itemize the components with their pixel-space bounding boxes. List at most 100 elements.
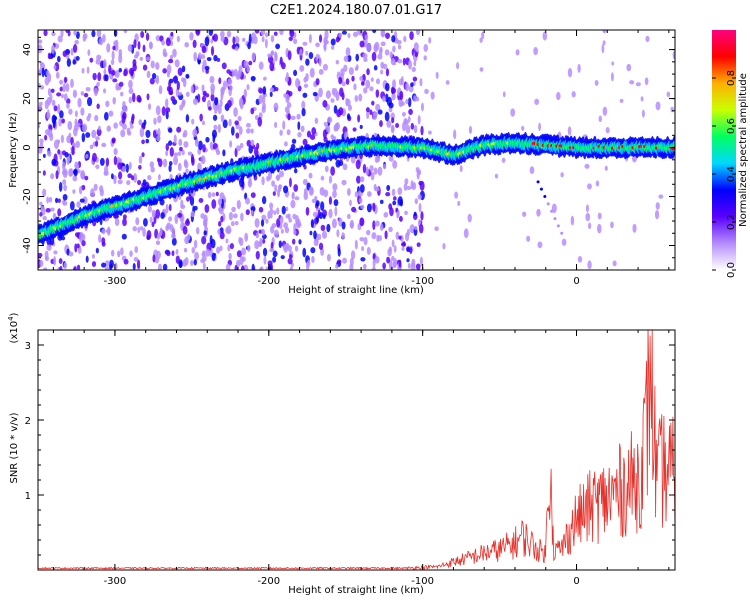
- spectrogram-cell: [220, 114, 225, 123]
- spectrogram-cell: [181, 149, 185, 156]
- spectrogram-cell: [375, 89, 380, 98]
- spectrogram-cell: [81, 184, 86, 191]
- spectrogram-cell: [68, 108, 73, 115]
- spectrogram-cell: [180, 199, 184, 208]
- spectrogram-cell: [121, 233, 127, 240]
- spectrogram-cell: [345, 47, 351, 57]
- spectrogram-cell: [284, 141, 288, 147]
- spectrogram-cell: [278, 170, 285, 178]
- spectrogram-cell: [354, 95, 359, 103]
- spectrogram-cell: [185, 114, 190, 123]
- spectrogram-cell: [341, 221, 346, 230]
- spectrogram-cell: [74, 110, 78, 118]
- spectrogram-cell: [58, 118, 62, 127]
- spectrogram-cell: [232, 213, 238, 219]
- spectrogram-cell: [346, 188, 351, 196]
- spectrogram-cell: [539, 187, 543, 191]
- spectrogram-cell: [611, 61, 615, 66]
- spectrogram-cell: [38, 69, 42, 77]
- spectrogram-cell: [276, 207, 280, 215]
- spectrogram-cell: [370, 172, 375, 181]
- spectrogram-cell: [220, 215, 224, 223]
- spectrogram-cell: [384, 49, 390, 56]
- spectrogram-cell: [114, 44, 119, 52]
- spectrogram-cell: [69, 201, 75, 211]
- spectrogram-cell: [273, 229, 279, 238]
- spectrogram-cell: [374, 186, 380, 192]
- spectrogram-cell: [308, 172, 313, 179]
- spectrogram-cell: [405, 82, 410, 92]
- spectrogram-cell: [283, 185, 289, 194]
- spectrogram-cell: [392, 260, 396, 269]
- spectrogram-cell: [434, 226, 439, 232]
- spectrogram-cell: [261, 36, 265, 43]
- spectrogram-cell: [515, 49, 520, 56]
- spectrogram-cell: [155, 62, 160, 70]
- spectrogram-cell: [402, 241, 406, 247]
- spectrogram-cell: [233, 107, 238, 117]
- spectrogram-cell: [157, 157, 160, 163]
- spectrogram-cell: [479, 37, 483, 43]
- spectrogram-cell: [310, 219, 314, 228]
- spectrogram-cell: [166, 71, 170, 78]
- spectrogram-cell: [161, 106, 166, 116]
- spectrogram-cell: [311, 127, 317, 135]
- spectrogram-cell: [346, 213, 351, 220]
- spectrogram-cell: [75, 56, 80, 61]
- spectrogram-cell: [112, 78, 118, 83]
- spectrogram-cell: [393, 61, 397, 66]
- spectrogram-cell: [384, 111, 390, 122]
- spectrogram-cell: [204, 204, 210, 213]
- spectrogram-cell: [408, 108, 413, 115]
- spectrogram-cell: [38, 39, 43, 44]
- spectrogram-cell: [255, 232, 260, 239]
- spectrogram-cell: [385, 93, 389, 103]
- spectrogram-cell: [189, 32, 194, 41]
- spectrogram-cell: [89, 57, 94, 63]
- spectrogram-cell: [463, 228, 469, 239]
- spectrogram-cell: [274, 52, 278, 62]
- spectrogram-cell: [410, 122, 415, 130]
- spectrogram-cell: [290, 143, 296, 150]
- spectrogram-cell: [248, 33, 252, 44]
- spectrogram-cell: [229, 242, 234, 250]
- spectrogram-cell: [141, 152, 145, 158]
- spectrogram-cell: [373, 132, 378, 138]
- spectrogram-cell: [258, 61, 264, 70]
- spectrogram-cell: [51, 44, 55, 54]
- spectrogram-cell: [225, 238, 229, 244]
- spectrogram-cell: [585, 204, 590, 213]
- spectrogram-cell: [217, 198, 223, 206]
- spectrogram-cell: [219, 245, 223, 252]
- spectrogram-cell: [120, 247, 124, 256]
- spectrogram-cell: [324, 165, 329, 173]
- spectrogram-cell: [417, 115, 421, 125]
- spectrogram-cell: [96, 103, 100, 110]
- spectrogram-cell: [374, 220, 380, 227]
- spectrogram-cell: [361, 81, 365, 86]
- spectrogram-cell: [291, 138, 297, 144]
- spectrogram-cell: [373, 65, 378, 71]
- spectrogram-cell: [393, 196, 397, 201]
- spectrogram-cell: [120, 91, 124, 97]
- spectrogram-cell: [175, 255, 180, 264]
- spectrogram-cell: [121, 165, 127, 172]
- spectrogram-cell: [219, 98, 223, 108]
- spectrogram-cell: [309, 134, 316, 141]
- colorbar-tick-label: 0.8: [726, 70, 737, 86]
- spectrogram-cell: [178, 91, 182, 96]
- spectrogram-cell: [108, 110, 114, 117]
- spectrogram-cell: [170, 96, 176, 102]
- spectrogram-cell: [122, 123, 127, 130]
- spectrogram-cell: [408, 59, 412, 70]
- snr-y-axis-label: SNR (10 * v/v): [9, 412, 20, 483]
- spectrogram-cell: [222, 119, 228, 129]
- spectrogram-cell: [296, 113, 301, 120]
- spectrogram-cell: [632, 223, 637, 233]
- spectrogram-cell: [181, 99, 186, 105]
- spectrogram-cell: [76, 243, 80, 249]
- spectrogram-cell: [285, 206, 289, 212]
- spectrogram-cell: [155, 35, 161, 42]
- spectrogram-cell: [177, 67, 183, 76]
- spectrogram-cell: [289, 30, 295, 38]
